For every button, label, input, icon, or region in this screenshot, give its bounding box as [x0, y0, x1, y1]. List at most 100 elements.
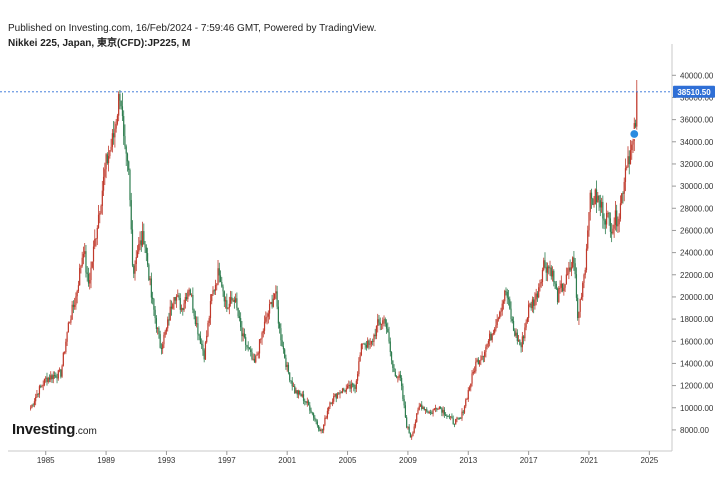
candle-body	[177, 295, 179, 297]
candle-body	[53, 375, 56, 376]
candle-body	[632, 140, 634, 145]
x-tick-label: 1989	[97, 456, 115, 465]
x-tick-label: 1985	[37, 456, 55, 465]
candle-body	[401, 377, 403, 386]
candle-body	[472, 371, 474, 374]
candle-body	[265, 317, 267, 322]
x-tick-label: 2017	[520, 456, 538, 465]
candle-body	[555, 283, 557, 289]
event-marker-icon[interactable]	[629, 128, 640, 140]
candle-body	[536, 293, 539, 298]
candle-body	[559, 287, 561, 289]
candle-body	[504, 290, 506, 302]
candle-body	[282, 346, 285, 350]
candle-body	[56, 377, 58, 379]
candle-body	[440, 406, 442, 409]
candle-body	[323, 424, 325, 431]
candle-body	[339, 392, 341, 395]
candle-body	[470, 383, 472, 388]
candle-body	[619, 203, 622, 219]
candle-body	[494, 328, 496, 334]
candle-body	[627, 156, 629, 168]
x-axis: 1985 1989 1993 1997 2001 2005 2009 2013 2017 2021…	[37, 451, 659, 465]
candle-body	[297, 390, 300, 395]
candle-body	[306, 401, 308, 403]
candle-body	[91, 261, 93, 268]
candle-body	[631, 144, 633, 151]
y-tick-label: 32000.00	[680, 160, 714, 169]
y-tick-label: 30000.00	[680, 182, 714, 191]
candle-body	[270, 302, 272, 304]
candle-body	[266, 316, 268, 318]
candle-body	[145, 247, 147, 254]
candle-body	[192, 294, 194, 310]
candle-body	[95, 238, 97, 240]
candle-body	[613, 224, 615, 229]
candle-body	[202, 344, 204, 351]
candle-body	[529, 303, 531, 305]
candle-body	[124, 136, 126, 147]
candle-body	[104, 169, 106, 177]
candle-body	[344, 390, 346, 392]
candle-body	[108, 156, 110, 164]
candle-body	[148, 264, 150, 280]
candle-body	[252, 358, 254, 360]
candle-body	[543, 260, 545, 270]
candle-body	[46, 377, 48, 382]
candle-body	[150, 278, 152, 298]
candle-body	[606, 213, 608, 225]
candle-body	[240, 318, 242, 328]
candle-body	[426, 409, 428, 412]
candle-body	[373, 334, 375, 342]
candle-body	[100, 205, 102, 214]
candle-body	[75, 296, 77, 306]
candle-body	[478, 360, 481, 365]
candle-body	[582, 282, 584, 297]
candle-body	[320, 429, 322, 432]
candle-body	[219, 275, 222, 282]
candle-body	[609, 218, 611, 232]
candle-body	[616, 210, 618, 227]
candle-body	[389, 341, 391, 353]
candle-body	[216, 284, 218, 286]
candle-body	[131, 229, 134, 266]
candle-body	[33, 401, 36, 405]
candle-body	[544, 260, 546, 268]
candle-body	[465, 399, 467, 407]
candle-body	[438, 406, 440, 409]
candle-body	[597, 195, 599, 203]
candle-body	[452, 418, 454, 425]
candle-body	[274, 293, 276, 299]
investing-logo: Investing.com	[12, 421, 97, 439]
candle-body	[574, 263, 576, 275]
candle-body	[87, 273, 90, 284]
candle-body	[422, 407, 424, 409]
x-tick-label: 2013	[459, 456, 477, 465]
candle-body	[285, 357, 287, 367]
candle-body	[164, 331, 166, 335]
candle-body	[193, 309, 195, 316]
candle-body	[38, 386, 41, 395]
candle-body	[89, 279, 91, 284]
y-tick-label: 26000.00	[680, 226, 714, 235]
candle-body	[257, 353, 259, 355]
candle-body	[390, 352, 393, 361]
candle-body	[296, 390, 298, 395]
candle-body	[408, 426, 410, 434]
candle-body	[304, 400, 306, 402]
candle-body	[475, 361, 477, 372]
candle-body	[349, 384, 351, 389]
candle-body	[623, 181, 625, 194]
candle-body	[525, 321, 527, 328]
candle-body	[226, 300, 228, 309]
y-tick-label: 22000.00	[680, 271, 714, 280]
candle-body	[517, 340, 520, 342]
candle-body	[599, 200, 601, 208]
candle-body	[212, 290, 214, 295]
candles-layer	[30, 79, 638, 440]
candle-body	[319, 429, 321, 432]
candle-body	[118, 94, 120, 116]
chart-overlay: 38510.50	[0, 85, 715, 140]
candle-body	[432, 410, 434, 414]
